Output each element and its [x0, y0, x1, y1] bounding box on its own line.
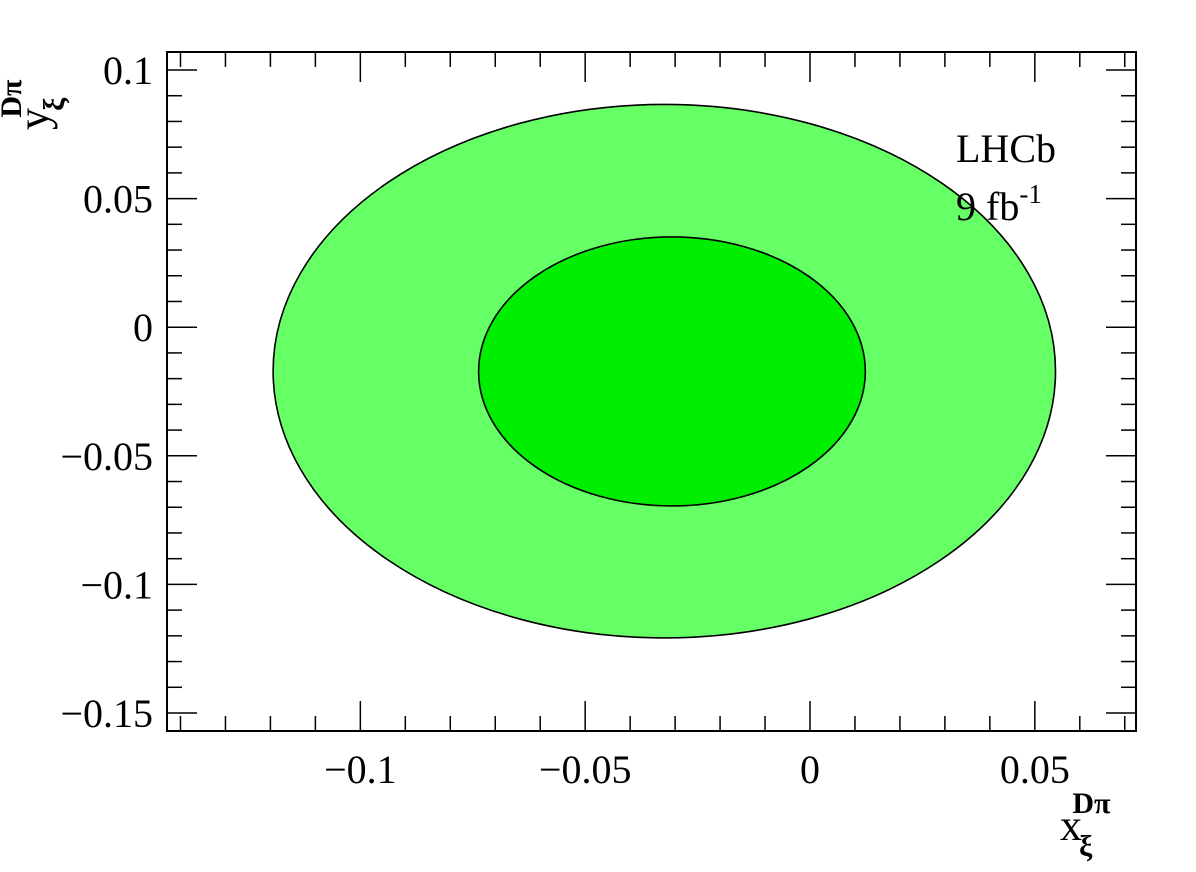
x-tick-label: 0.05 — [1000, 747, 1070, 792]
tick-labels: −0.1 −0.05 0 0.05 0.1 0.05 0 −0.05 −0.1 −0.15 — [60, 48, 1069, 792]
x-tick-label: 0 — [800, 747, 820, 792]
plot-frame — [166, 51, 1137, 732]
experiment-label: LHCb — [956, 126, 1056, 171]
axis-ticks — [167, 52, 1136, 731]
y-tick-label: 0.1 — [103, 48, 153, 93]
x-tick-label: −0.1 — [324, 747, 397, 792]
region-inner — [477, 236, 867, 507]
luminosity-label: 9 fb-1 — [956, 179, 1042, 229]
y-tick-label: −0.1 — [80, 562, 153, 607]
y-tick-label: 0 — [133, 305, 153, 350]
y-tick-label: 0.05 — [83, 177, 153, 222]
y-axis-title: yξDπ — [0, 79, 71, 130]
x-tick-label: −0.05 — [539, 747, 632, 792]
y-tick-label: −0.05 — [60, 434, 153, 479]
x-axis-title: xξDπ — [1060, 787, 1111, 863]
confidence-regions — [272, 103, 1057, 639]
y-tick-label: −0.15 — [60, 691, 153, 736]
